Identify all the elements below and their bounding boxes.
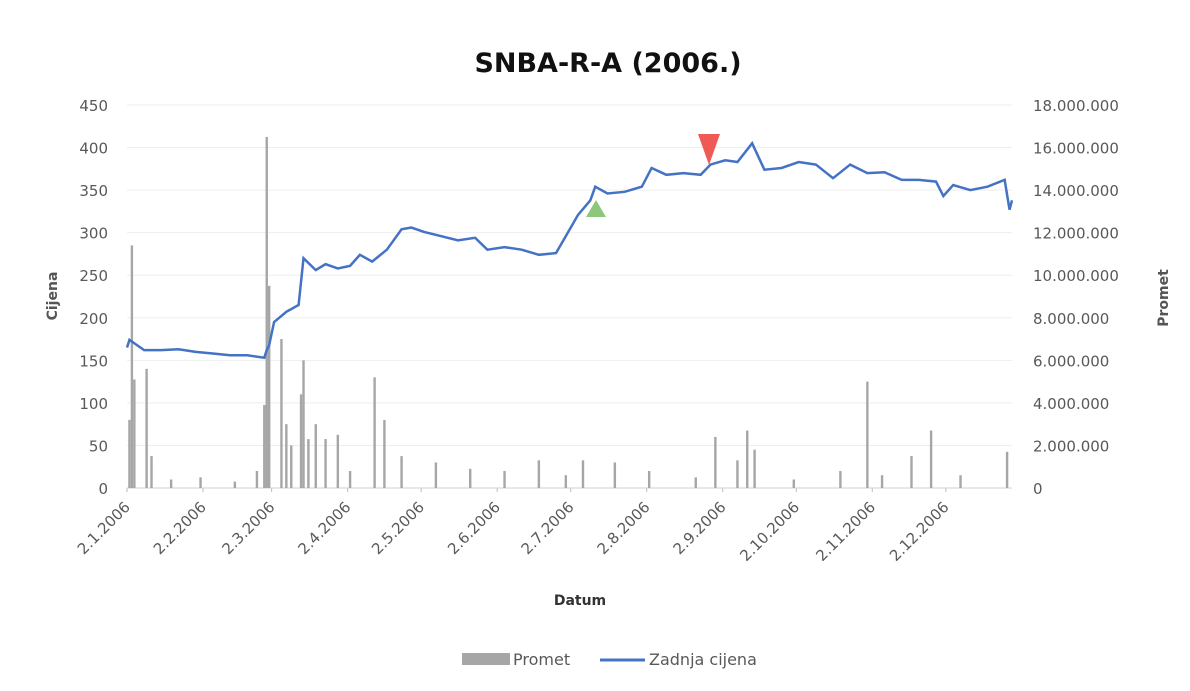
bar: [150, 456, 153, 488]
bar: [145, 368, 148, 488]
buy-marker: [586, 200, 606, 217]
bar: [434, 462, 438, 488]
y2-tick-label: 0: [1033, 480, 1043, 498]
y2-tick-label: 10.000.000: [1033, 267, 1119, 285]
y-tick-label: 150: [79, 352, 108, 370]
bar: [199, 477, 202, 488]
bar: [383, 419, 386, 488]
y-tick-label: 300: [79, 225, 108, 243]
bar: [267, 285, 271, 488]
y2-tick-label: 2.000.000: [1033, 437, 1109, 455]
bar: [255, 470, 259, 488]
y2-tick-label: 8.000.000: [1033, 310, 1109, 328]
y2-tick-label: 16.000.000: [1033, 140, 1119, 158]
x-tick-label: 2.3.2006: [219, 498, 279, 558]
y2-tick-label: 12.000.000: [1033, 225, 1119, 243]
bar: [302, 360, 305, 488]
bar: [280, 339, 283, 488]
y2-tick-label: 4.000.000: [1033, 395, 1109, 413]
bar: [324, 439, 327, 488]
y-axis-title: Cijena: [45, 272, 61, 321]
y2-tick-label: 14.000.000: [1033, 182, 1119, 200]
x-tick-label: 2.11.2006: [812, 498, 879, 565]
y-tick-label: 50: [89, 437, 108, 455]
x-tick-label: 2.10.2006: [736, 498, 803, 565]
bar: [746, 430, 749, 488]
bar: [792, 479, 796, 488]
bar: [133, 379, 136, 488]
x-tick-label: 2.2.2006: [150, 498, 210, 558]
price-line: [125, 140, 1014, 360]
bar: [647, 470, 651, 488]
bar: [1005, 451, 1009, 488]
bar: [694, 477, 697, 488]
x-tick-label: 2.7.2006: [518, 498, 578, 558]
x-axis-title: Datum: [554, 593, 606, 609]
bar: [753, 449, 756, 488]
bar: [130, 245, 134, 488]
chart-title: SNBA-R-A (2006.): [474, 48, 741, 79]
y2-axis-title: Promet: [1156, 269, 1172, 327]
x-tick-label: 2.4.2006: [295, 498, 355, 558]
bar: [400, 456, 403, 488]
x-tick-label: 2.1.2006: [74, 498, 134, 558]
sell-marker: [698, 134, 720, 165]
y-tick-label: 400: [79, 140, 108, 158]
x-tick-label: 2.6.2006: [444, 498, 504, 558]
bar: [290, 445, 293, 488]
bar: [736, 460, 739, 488]
bar: [348, 470, 352, 488]
bar: [233, 481, 237, 488]
bar: [263, 405, 266, 488]
bar: [169, 479, 173, 488]
bar: [910, 456, 913, 488]
bar: [564, 475, 568, 488]
x-tick-label: 2.5.2006: [368, 498, 428, 558]
bar: [537, 460, 541, 488]
legend-label: Zadnja cijena: [649, 650, 757, 669]
bar: [336, 434, 340, 488]
bar: [714, 436, 717, 488]
legend-label: Promet: [513, 650, 570, 669]
bar: [866, 381, 869, 488]
legend-swatch: [462, 653, 510, 665]
y2-tick-label: 18.000.000: [1033, 97, 1119, 115]
bar: [469, 468, 472, 488]
x-tick-label: 2.8.2006: [594, 498, 654, 558]
y2-tick-label: 6.000.000: [1033, 352, 1109, 370]
bar: [265, 136, 268, 488]
bar: [128, 419, 131, 488]
bar: [307, 439, 310, 488]
bar: [314, 424, 317, 488]
bar: [929, 430, 933, 488]
bar: [839, 470, 842, 488]
bar: [581, 460, 585, 488]
y-tick-label: 450: [79, 97, 108, 115]
bar: [285, 424, 288, 488]
y-tick-label: 200: [79, 310, 108, 328]
bar: [880, 475, 884, 488]
y-tick-label: 250: [79, 267, 108, 285]
y-tick-label: 350: [79, 182, 108, 200]
x-tick-label: 2.12.2006: [886, 498, 953, 565]
bar: [613, 462, 617, 488]
bar: [503, 470, 506, 488]
bar: [373, 377, 376, 488]
bar: [959, 475, 962, 488]
y-tick-label: 100: [79, 395, 108, 413]
y-tick-label: 0: [98, 480, 108, 498]
bar: [299, 394, 303, 488]
x-tick-label: 2.9.2006: [670, 498, 730, 558]
